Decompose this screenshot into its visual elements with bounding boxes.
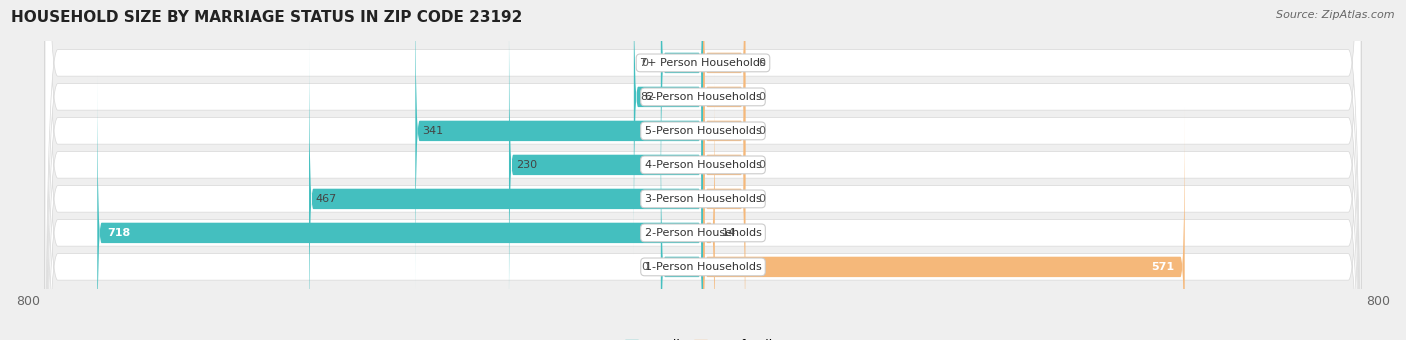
FancyBboxPatch shape [661,107,703,340]
FancyBboxPatch shape [703,0,745,223]
FancyBboxPatch shape [634,0,703,257]
FancyBboxPatch shape [415,0,703,291]
Text: 230: 230 [516,160,537,170]
FancyBboxPatch shape [45,0,1361,340]
FancyBboxPatch shape [45,0,1361,340]
Text: 467: 467 [316,194,337,204]
Text: 6-Person Households: 6-Person Households [644,92,762,102]
Text: 341: 341 [422,126,443,136]
Text: 0: 0 [758,92,765,102]
Text: 718: 718 [107,228,131,238]
FancyBboxPatch shape [703,0,745,257]
FancyBboxPatch shape [703,0,745,291]
Text: 0: 0 [641,262,648,272]
FancyBboxPatch shape [309,39,703,340]
FancyBboxPatch shape [97,73,703,340]
FancyBboxPatch shape [45,0,1361,340]
Text: 4-Person Households: 4-Person Households [644,160,762,170]
Text: 0: 0 [758,126,765,136]
FancyBboxPatch shape [703,73,714,340]
Text: 7+ Person Households: 7+ Person Households [640,58,766,68]
FancyBboxPatch shape [45,0,1361,340]
Text: Source: ZipAtlas.com: Source: ZipAtlas.com [1277,10,1395,20]
Text: 3-Person Households: 3-Person Households [644,194,762,204]
Text: 5-Person Households: 5-Person Households [644,126,762,136]
Text: 82: 82 [641,92,655,102]
FancyBboxPatch shape [703,5,745,325]
Text: HOUSEHOLD SIZE BY MARRIAGE STATUS IN ZIP CODE 23192: HOUSEHOLD SIZE BY MARRIAGE STATUS IN ZIP… [11,10,523,25]
FancyBboxPatch shape [703,39,745,340]
FancyBboxPatch shape [509,5,703,325]
Text: 571: 571 [1152,262,1174,272]
Text: 14: 14 [721,228,735,238]
Legend: Family, Nonfamily: Family, Nonfamily [626,339,780,340]
Text: 0: 0 [758,160,765,170]
FancyBboxPatch shape [703,107,1185,340]
FancyBboxPatch shape [45,0,1361,340]
FancyBboxPatch shape [45,0,1361,340]
Text: 0: 0 [641,58,648,68]
FancyBboxPatch shape [661,0,703,223]
Text: 2-Person Households: 2-Person Households [644,228,762,238]
Text: 0: 0 [758,58,765,68]
Text: 0: 0 [758,194,765,204]
FancyBboxPatch shape [45,0,1361,340]
Text: 1-Person Households: 1-Person Households [644,262,762,272]
